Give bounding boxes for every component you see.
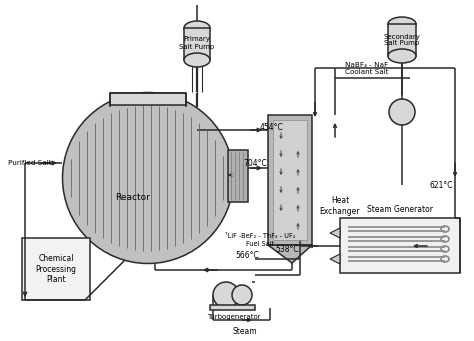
Ellipse shape: [184, 53, 210, 67]
Polygon shape: [268, 245, 312, 263]
Ellipse shape: [388, 17, 416, 31]
Bar: [110, 93, 186, 105]
Bar: [228, 150, 248, 202]
Text: Heat
Exchanger: Heat Exchanger: [320, 196, 360, 216]
Text: Primary
Salt Pump: Primary Salt Pump: [179, 36, 215, 49]
Polygon shape: [330, 254, 340, 264]
Bar: [340, 218, 460, 273]
Text: Chemical
Processing
Plant: Chemical Processing Plant: [36, 254, 76, 284]
Bar: [268, 115, 312, 245]
Circle shape: [232, 285, 252, 305]
Polygon shape: [330, 228, 340, 238]
Text: 566°C: 566°C: [235, 251, 259, 260]
Bar: [184, 28, 210, 60]
Ellipse shape: [184, 21, 210, 35]
Text: Steam Generator: Steam Generator: [367, 206, 433, 214]
Circle shape: [213, 282, 239, 308]
Bar: [273, 120, 307, 240]
Bar: [388, 24, 416, 56]
Bar: [22, 238, 90, 300]
Text: 704°C: 704°C: [243, 159, 267, 167]
Text: 621°C: 621°C: [430, 180, 454, 190]
Text: NaBF₄ - NaF
Coolant Salt: NaBF₄ - NaF Coolant Salt: [345, 62, 389, 75]
Text: Secondary
Salt Pump: Secondary Salt Pump: [383, 33, 420, 46]
Ellipse shape: [388, 49, 416, 63]
Circle shape: [63, 92, 234, 264]
Text: Purified Salt: Purified Salt: [8, 160, 52, 166]
Text: 454°C: 454°C: [260, 123, 284, 133]
Text: Turbogenerator: Turbogenerator: [207, 314, 261, 320]
Text: ⁷LiF -BeF₂ - ThF₄ - UF₄
Fuel Salt: ⁷LiF -BeF₂ - ThF₄ - UF₄ Fuel Salt: [225, 234, 295, 247]
Text: 538°C: 538°C: [275, 246, 299, 254]
Text: Reactor: Reactor: [116, 193, 150, 203]
Bar: [210, 305, 255, 310]
Circle shape: [389, 99, 415, 125]
Text: Steam: Steam: [233, 327, 257, 337]
